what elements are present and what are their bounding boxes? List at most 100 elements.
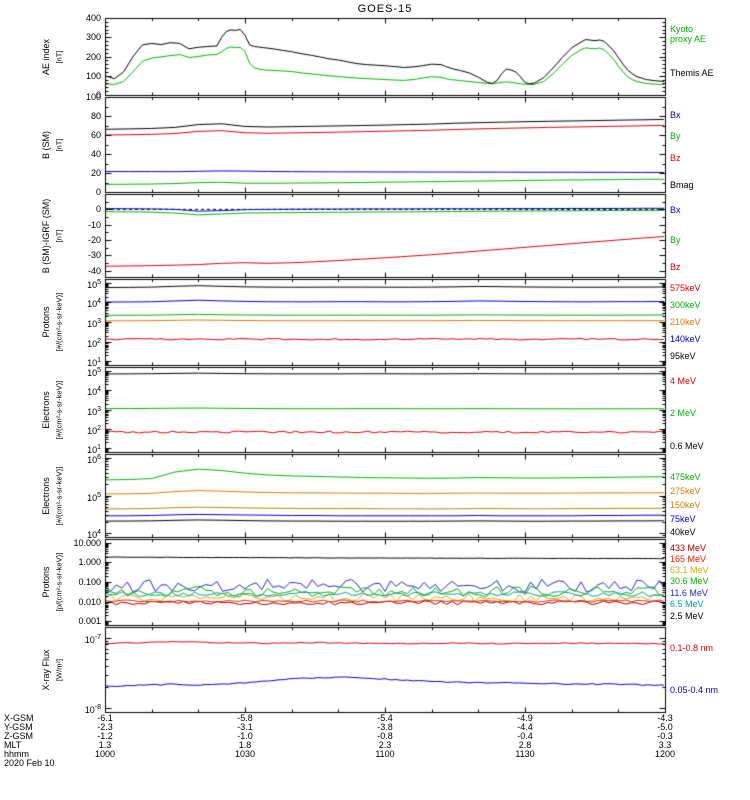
legend-electrons-mev-4-mev: 4 MeV [670,376,697,387]
legend-protons-kev-210kev: 210keV [670,317,701,327]
bottom-row-label-mlt: MLT [4,740,22,750]
legend-protons-kev-300kev: 300keV [670,299,701,310]
legend-xray-flux-0.1-0.8-nm: 0.1-0.8 nm [670,643,714,654]
bottom-hhmm-value-0: 1000 [94,749,116,759]
y-tick-label-ae-index-400: 400 [85,13,101,23]
bottom-row-label-z-gsm: Z-GSM [4,731,33,741]
y-tick-label-b-sm-80: 80 [90,111,101,121]
y-tick-label-protons-kev-10-5: 105 [87,278,101,290]
legend-xray-flux-0.05-0.4-nm: 0.05-0.4 nm [670,684,719,695]
bottom-y-gsm-value-0: -2.3 [97,722,113,732]
legend-electrons-kev-150kev: 150keV [670,499,701,510]
legend-b-sm-igrf-by: By [670,234,681,245]
bottom-x-gsm-value-0: -6.1 [97,713,113,723]
legend-electrons-kev-475kev: 475keV [670,472,701,483]
legend-protons-kev-95kev: 95keV [670,351,696,362]
bottom-x-gsm-value-3: -4.9 [517,713,533,723]
y-tick-label-b-sm-40: 40 [90,149,101,159]
bottom-x-gsm-value-4: -4.3 [657,713,673,723]
legend-electrons-mev-2-mev: 2 MeV [670,407,697,418]
y-tick-label-protons-kev-10-2: 102 [87,337,101,349]
y-tick-label-protons-kev-10-1: 101 [87,357,101,369]
y-tick-label-protons-mev-0.001: 0.001 [78,616,101,627]
y-axis-title-electrons-kev: Electrons [41,476,51,515]
bottom-row-label-hhmm: hhmm [4,749,30,759]
legend-protons-mev-433-mev: 433 MeV [670,542,707,553]
date-label: 2020 Feb 10 [4,758,55,768]
legend-b-sm-bz: Bz [670,152,681,163]
bottom-y-gsm-value-1: -3.1 [237,722,253,732]
y-axis-units-xray-flux: [W/m²] [54,658,64,681]
y-tick-label-electrons-mev-10-1: 101 [87,444,101,456]
legend-protons-mev-6.5-mev: 6.5 MeV [670,599,704,610]
y-tick-label-b-sm-igrf-40: -40 [87,265,101,276]
y-axis-title-electrons-mev: Electrons [41,390,51,429]
y-tick-label-electrons-kev-10-6: 106 [87,453,101,465]
y-tick-label-xray-flux-10-8: 10-8 [84,704,101,716]
legend-protons-mev-165-mev: 165 MeV [670,553,707,564]
legend-protons-kev-575kev: 575keV [670,282,701,293]
legend-b-sm-bmag: Bmag [670,180,694,191]
y-axis-title-xray-flux: X-ray Flux [41,648,51,691]
y-axis-title-b-sm: B (SM) [41,130,51,159]
bottom-mlt-value-0: 1.3 [98,740,112,750]
bottom-z-gsm-value-2: -0.8 [377,731,393,741]
y-tick-label-electrons-mev-10-3: 103 [87,405,101,417]
legend-protons-mev-2.5-mev: 2.5 MeV [670,611,704,622]
legend-ae-index-kyoto-proxy-ae: Kyoto proxy AE [670,23,707,44]
legend-b-sm-bx: Bx [670,110,681,121]
bottom-mlt-value-2: 2.3 [378,740,392,750]
legend-electrons-kev-275kev: 275keV [670,486,701,497]
y-tick-label-electrons-kev-10-5: 105 [87,491,101,503]
y-tick-label-b-sm-20: 20 [90,168,101,178]
bottom-hhmm-value-3: 1130 [515,749,535,759]
y-tick-label-protons-mev-10.000: 10.000 [73,537,101,548]
bottom-x-gsm-value-1: -5.8 [237,713,253,723]
bottom-row-label-y-gsm: Y-GSM [4,722,33,732]
y-axis-title-b-sm-igrf: B (SM)-IGRF (SM) [41,198,51,273]
legend-electrons-mev-0.6-mev: 0.6 MeV [670,441,704,452]
y-tick-label-ae-index-100: 100 [85,70,101,81]
bottom-y-gsm-value-3: -4.4 [517,722,533,732]
bottom-hhmm-value-4: 1200 [654,749,676,759]
y-tick-label-electrons-kev-10-4: 104 [87,529,101,541]
y-tick-label-b-sm-igrf-10: -10 [87,219,101,230]
y-tick-label-protons-kev-10-3: 103 [87,318,101,329]
legend-electrons-kev-75kev: 75keV [670,513,696,524]
y-axis-title-protons-mev: Protons [41,566,51,598]
bottom-hhmm-value-2: 1100 [375,749,395,759]
legend-b-sm-igrf-bx: Bx [670,204,681,215]
y-tick-label-ae-index-200: 200 [85,51,101,62]
legend-b-sm-igrf-bz: Bz [670,262,681,273]
y-tick-label-b-sm-100: 100 [85,92,101,102]
y-axis-title-ae-index: AE index [41,38,51,75]
legend-electrons-kev-40kev: 40keV [670,527,696,538]
bottom-mlt-value-4: 3.3 [658,740,672,750]
y-axis-title-protons-kev: Protons [41,306,51,338]
chart-title: GOES-15 [357,3,413,15]
legend-protons-kev-140kev: 140keV [670,334,701,345]
y-tick-label-electrons-mev-10-5: 105 [87,366,101,378]
y-tick-label-xray-flux-10-7: 10-7 [84,633,101,645]
bottom-y-gsm-value-2: -3.8 [377,722,393,732]
y-tick-label-protons-mev-0.100: 0.100 [78,577,101,587]
legend-protons-mev-30.6-mev: 30.6 MeV [670,576,709,587]
y-tick-label-protons-mev-0.010: 0.010 [78,596,101,607]
y-tick-label-b-sm-igrf-30: -30 [87,250,101,261]
legend-protons-mev-11.6-mev: 11.6 MeV [670,588,708,599]
y-tick-label-b-sm-0: 0 [95,187,101,197]
bottom-mlt-value-3: 2.8 [518,740,532,750]
y-tick-label-ae-index-300: 300 [85,32,101,43]
y-tick-label-b-sm-igrf-0: 0 [95,204,101,215]
bottom-z-gsm-value-3: -0.4 [517,731,533,741]
y-tick-label-b-sm-60: 60 [90,130,101,140]
y-tick-label-electrons-mev-10-2: 102 [87,424,101,436]
bottom-row-label-x-gsm: X-GSM [4,713,34,723]
bottom-x-gsm-value-2: -5.4 [377,713,393,723]
legend-ae-index-themis-ae: Themis AE [670,68,714,79]
y-tick-label-electrons-mev-10-4: 104 [87,386,101,398]
y-tick-label-b-sm-igrf-20: -20 [87,235,101,246]
